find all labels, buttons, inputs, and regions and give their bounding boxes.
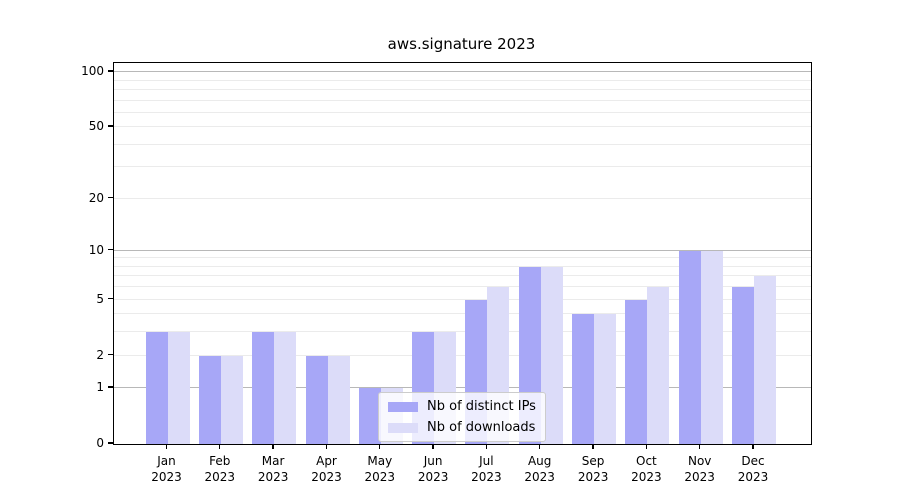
x-tick-label-aug: Aug 2023	[524, 454, 555, 484]
bar-mar-distinct-ips	[252, 332, 275, 444]
legend: Nb of distinct IPs Nb of downloads	[378, 392, 546, 442]
bar-jan-distinct-ips	[145, 332, 168, 444]
y-tick-label-50: 50	[88, 119, 104, 134]
bar-feb-downloads	[220, 355, 243, 444]
minor-gridline-20	[114, 197, 811, 199]
x-tick-mar	[272, 444, 274, 450]
y-tick-0	[108, 442, 113, 444]
major-gridline-100	[114, 71, 811, 72]
y-tick-label-10: 10	[88, 242, 104, 257]
bar-aug-downloads	[540, 266, 563, 444]
y-tick-100	[108, 70, 113, 72]
x-tick-dec	[752, 444, 754, 450]
x-tick-label-dec: Dec 2023	[737, 454, 769, 484]
y-tick-label-5: 5	[96, 291, 104, 306]
bar-dec-downloads	[754, 276, 776, 444]
x-tick-sep	[592, 444, 594, 450]
legend-item-downloads: Nb of downloads	[388, 420, 536, 435]
bar-nov-distinct-ips	[678, 250, 701, 444]
minor-gridline-4	[114, 313, 811, 315]
bar-dec-distinct-ips	[732, 287, 754, 444]
x-tick-nov	[699, 444, 701, 450]
x-tick-label-sep: Sep 2023	[577, 454, 609, 484]
x-tick-label-mar: Mar 2023	[257, 454, 289, 484]
x-tick-jan	[165, 444, 168, 450]
x-tick-label-feb: Feb 2023	[204, 454, 236, 484]
y-tick-label-20: 20	[88, 190, 104, 205]
legend-label-downloads: Nb of downloads	[427, 420, 536, 435]
bar-apr-downloads	[327, 355, 350, 444]
minor-gridline-9	[114, 257, 811, 259]
minor-gridline-70	[114, 99, 811, 101]
y-tick-5	[108, 297, 113, 300]
x-tick-label-jan: Jan 2023	[151, 454, 182, 484]
minor-gridline-80	[114, 88, 811, 90]
x-tick-feb	[219, 444, 221, 450]
bar-may-distinct-ips	[358, 388, 381, 444]
bar-feb-distinct-ips	[198, 355, 221, 444]
minor-gridline-5	[114, 298, 811, 300]
minor-gridline-30	[114, 166, 811, 168]
bar-oct-distinct-ips	[625, 299, 648, 444]
x-tick-apr	[325, 444, 328, 450]
y-tick-label-2: 2	[96, 347, 104, 362]
y-tick-2	[108, 353, 113, 356]
major-gridline-1	[114, 387, 811, 389]
x-tick-aug	[539, 444, 541, 450]
x-tick-label-apr: Apr 2023	[311, 454, 342, 484]
y-tick-label-1: 1	[96, 380, 104, 395]
y-tick-20	[108, 196, 113, 199]
bar-sep-downloads	[594, 314, 617, 444]
x-tick-may	[379, 444, 381, 450]
x-tick-label-oct: Oct 2023	[631, 454, 662, 484]
major-gridline-10	[114, 249, 811, 251]
minor-gridline-3	[114, 331, 811, 333]
legend-swatch-downloads	[388, 422, 418, 433]
chart-title: aws.signature 2023	[387, 35, 536, 53]
minor-gridline-7	[114, 275, 811, 277]
y-tick-label-100: 100	[81, 64, 104, 78]
legend-label-distinct-ips: Nb of distinct IPs	[427, 399, 536, 414]
minor-gridline-6	[114, 286, 811, 288]
minor-gridline-60	[114, 111, 811, 113]
bar-nov-downloads	[700, 250, 723, 444]
plot-area	[113, 62, 812, 445]
x-tick-oct	[645, 444, 648, 450]
y-tick-label-0: 0	[96, 436, 104, 450]
x-tick-label-jul: Jul 2023	[471, 454, 502, 484]
minor-gridline-2	[114, 354, 811, 356]
bar-mar-downloads	[274, 332, 297, 444]
minor-gridline-8	[114, 265, 811, 267]
bar-jan-downloads	[167, 332, 190, 444]
y-tick-50	[108, 125, 113, 127]
minor-gridline-90	[114, 79, 811, 81]
y-tick-1	[108, 386, 113, 388]
x-tick-label-jun: Jun 2023	[417, 454, 449, 484]
x-tick-jul	[485, 444, 488, 450]
x-tick-label-may: May 2023	[364, 454, 396, 484]
minor-gridline-50	[114, 126, 811, 128]
legend-swatch-distinct-ips	[388, 401, 418, 412]
bar-apr-distinct-ips	[305, 355, 328, 444]
legend-item-distinct-ips: Nb of distinct IPs	[388, 399, 536, 414]
bar-sep-distinct-ips	[572, 314, 595, 444]
bar-oct-downloads	[647, 287, 670, 444]
x-tick-jun	[432, 444, 434, 450]
y-tick-10	[108, 249, 113, 251]
minor-gridline-40	[114, 143, 811, 145]
x-tick-label-nov: Nov 2023	[684, 454, 715, 484]
